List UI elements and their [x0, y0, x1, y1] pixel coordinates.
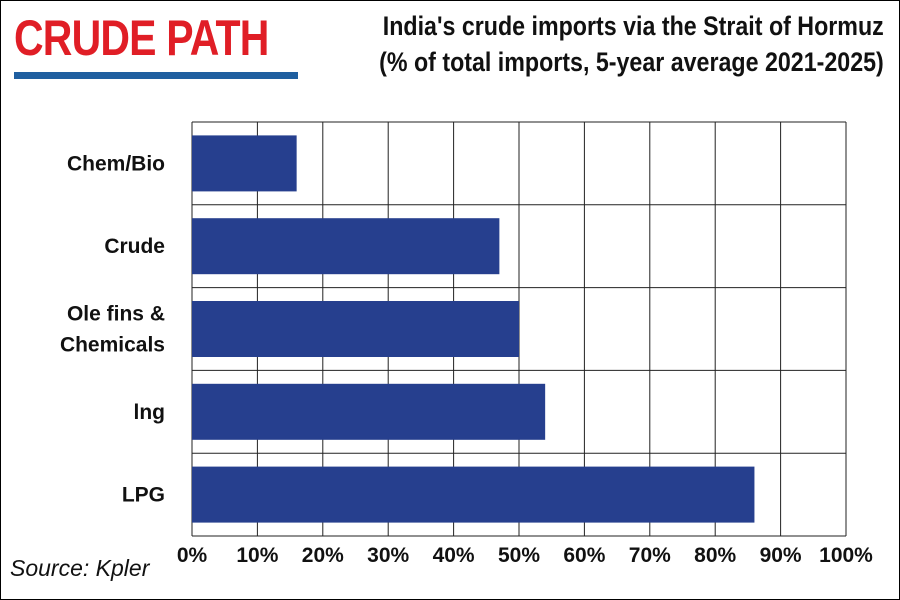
category-label: Chem/Bio: [67, 152, 165, 175]
chart-subtitle: (% of total imports, 5-year average 2021…: [379, 47, 884, 77]
x-tick-label: 80%: [694, 544, 736, 567]
category-label: Chemicals: [60, 334, 165, 357]
chart-title: India's crude imports via the Strait of …: [379, 8, 884, 80]
source-note: Source: Kpler: [10, 555, 150, 581]
bar: [192, 383, 546, 440]
x-tick-label: 60%: [563, 544, 605, 567]
category-label: lng: [134, 401, 166, 424]
x-tick-label: 90%: [760, 544, 802, 567]
x-tick-label: 20%: [302, 544, 344, 567]
category-label: Crude: [104, 235, 165, 258]
x-tick-label: 10%: [236, 544, 278, 567]
bar: [192, 301, 519, 357]
bar: [192, 135, 297, 192]
category-label: LPG: [122, 484, 165, 507]
x-tick-label: 0%: [177, 544, 208, 567]
x-tick-label: 100%: [819, 544, 873, 567]
brand-underline: [14, 72, 298, 79]
bar: [192, 218, 500, 275]
category-label: Ole fins &: [67, 303, 165, 326]
x-tick-label: 40%: [433, 544, 475, 567]
bar: [192, 466, 755, 523]
x-tick-label: 70%: [629, 544, 671, 567]
chart-title-line1: India's crude imports via the Strait of …: [383, 11, 884, 41]
x-tick-label: 50%: [498, 544, 540, 567]
brand-title: CRUDE PATH: [14, 10, 269, 66]
x-tick-label: 30%: [367, 544, 409, 567]
